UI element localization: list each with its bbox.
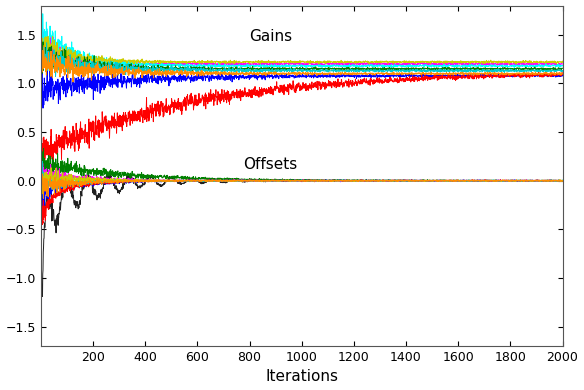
Text: Offsets: Offsets [244, 157, 297, 172]
X-axis label: Iterations: Iterations [265, 369, 338, 385]
Text: Gains: Gains [249, 29, 292, 44]
